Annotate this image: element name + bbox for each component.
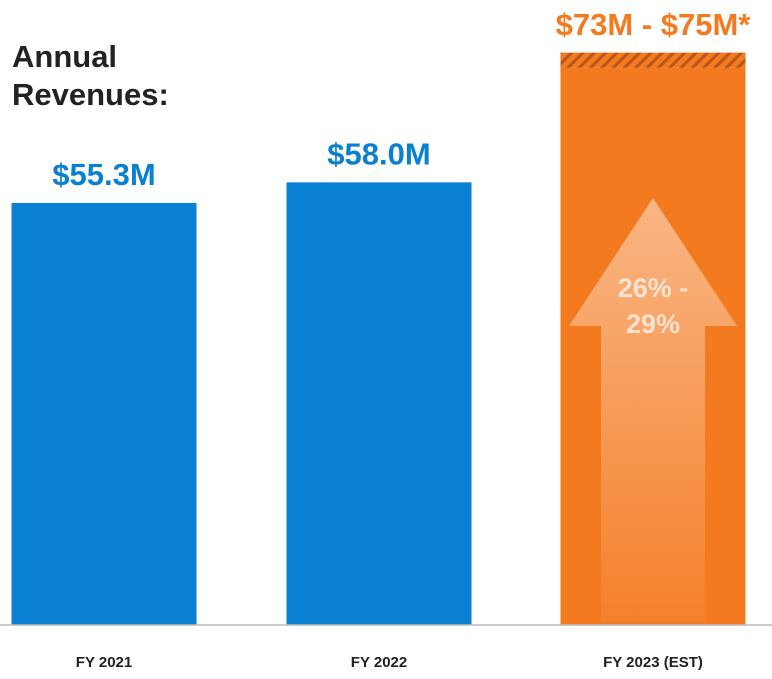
- value-label: $73M - $75M*: [556, 7, 752, 42]
- x-tick-label: FY 2022: [351, 654, 407, 671]
- value-label: $58.0M: [327, 137, 430, 172]
- x-tick-label: FY 2021: [76, 654, 132, 671]
- bar: [286, 182, 472, 626]
- growth-annotation: 26% - 29%: [617, 273, 689, 339]
- value-label: $55.3M: [52, 157, 155, 192]
- chart-title: Annual Revenues:: [12, 39, 169, 112]
- bars: [11, 52, 746, 626]
- range-bar: [560, 52, 746, 68]
- growth-arrow: [569, 198, 737, 622]
- x-tick-label: FY 2023 (EST): [603, 654, 703, 671]
- bar: [11, 202, 197, 625]
